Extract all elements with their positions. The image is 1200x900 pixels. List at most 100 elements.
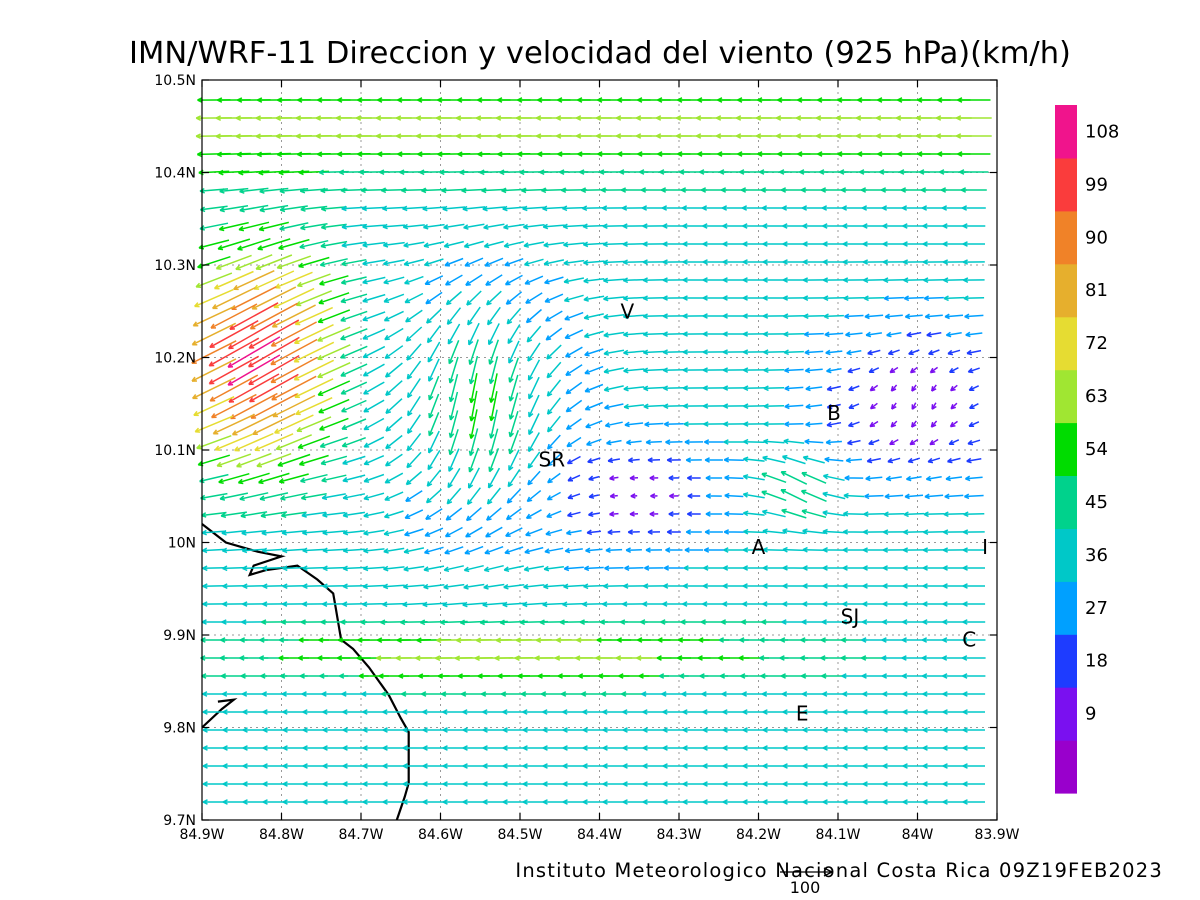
wind-vector-arrow xyxy=(603,583,625,589)
wind-vector-arrow xyxy=(863,511,885,517)
wind-vector-arrow xyxy=(922,241,945,247)
wind-vector-arrow xyxy=(802,259,825,265)
wind-vector-arrow xyxy=(721,691,746,697)
wind-vector-arrow xyxy=(805,385,823,392)
colorbar-label: 54 xyxy=(1085,439,1108,460)
wind-vector-arrow xyxy=(782,583,805,589)
wind-vector-arrow xyxy=(742,241,766,247)
wind-vector-arrow xyxy=(213,270,254,290)
wind-vector-arrow xyxy=(722,583,745,589)
wind-vector-arrow xyxy=(248,354,300,386)
wind-vector-arrow xyxy=(642,295,665,301)
wind-vector-arrow xyxy=(242,727,265,733)
wind-vector-arrow xyxy=(545,528,563,536)
wind-vector-arrow xyxy=(405,326,423,342)
wind-vector-arrow xyxy=(508,449,520,471)
wind-vector-arrow xyxy=(722,313,745,319)
wind-vector-arrow xyxy=(258,221,289,232)
wind-vector-arrow xyxy=(218,169,250,176)
wind-vector-arrow xyxy=(922,547,945,553)
wind-vector-arrow xyxy=(702,745,725,751)
wind-vector-arrow xyxy=(922,673,946,679)
wind-vector-arrow xyxy=(322,763,345,769)
wind-vector-arrow xyxy=(922,259,945,265)
wind-vector-arrow xyxy=(582,745,605,751)
wind-vector-arrow xyxy=(602,745,625,751)
wind-vector-arrow xyxy=(522,709,546,715)
wind-vector-arrow xyxy=(302,781,325,787)
wind-vector-arrow xyxy=(301,511,327,518)
wind-vector-arrow xyxy=(704,529,723,535)
wind-vector-arrow xyxy=(622,601,646,607)
wind-vector-arrow xyxy=(702,583,725,589)
wind-vector-arrow xyxy=(960,187,987,193)
wind-vector-arrow xyxy=(428,412,440,437)
wind-vector-arrow xyxy=(927,457,941,464)
wind-vector-arrow xyxy=(582,763,605,769)
wind-vector-arrow xyxy=(842,781,865,787)
wind-vector-arrow xyxy=(340,293,368,304)
wind-vector-arrow xyxy=(522,745,545,751)
wind-vector-arrow xyxy=(274,414,314,434)
wind-vector-arrow xyxy=(642,709,666,715)
wind-vector-arrow xyxy=(684,547,704,553)
wind-vector-arrow xyxy=(222,781,245,787)
wind-vector-arrow xyxy=(586,529,601,536)
wind-vector-arrow xyxy=(546,434,561,450)
wind-vector-arrow xyxy=(722,709,746,715)
wind-vector-arrow xyxy=(964,313,984,320)
wind-vector-arrow xyxy=(442,601,466,608)
wind-vector-arrow xyxy=(622,727,645,733)
wind-vector-arrow xyxy=(563,565,584,572)
wind-vector-arrow xyxy=(923,295,944,302)
wind-vector-arrow xyxy=(302,583,326,589)
wind-vector-arrow xyxy=(428,375,440,401)
wind-vector-arrow xyxy=(882,799,905,805)
wind-vector-arrow xyxy=(782,745,805,751)
wind-vector-arrow xyxy=(383,293,405,303)
wind-vector-arrow xyxy=(448,391,459,421)
wind-vector-arrow xyxy=(863,529,885,535)
wind-vector-arrow xyxy=(762,601,786,607)
wind-vector-arrow xyxy=(643,403,665,410)
wind-vector-arrow xyxy=(781,205,806,211)
wind-vector-arrow xyxy=(564,547,583,554)
wind-vector-arrow xyxy=(862,745,885,751)
wind-vector-arrow xyxy=(941,205,966,211)
wind-vector-arrow xyxy=(962,763,985,769)
wind-vector-arrow xyxy=(482,709,506,715)
wind-vector-arrow xyxy=(562,745,585,751)
wind-vector-arrow xyxy=(424,275,444,285)
wind-vector-arrow xyxy=(383,510,404,519)
wind-vector-arrow xyxy=(404,509,424,519)
colorbar-label: 27 xyxy=(1085,598,1108,619)
wind-vector-arrow xyxy=(663,583,685,589)
wind-vector-arrow xyxy=(425,291,443,305)
wind-vector-arrow xyxy=(322,745,345,751)
wind-vector-arrow xyxy=(930,384,937,392)
wind-vector-arrow xyxy=(782,727,805,733)
wind-vector-arrow xyxy=(842,223,866,229)
wind-vector-arrow xyxy=(528,394,540,418)
reference-vector: 100 xyxy=(780,867,833,897)
wind-vector-arrow xyxy=(424,258,444,267)
wind-vector-arrow xyxy=(949,420,958,428)
wind-vector-arrow xyxy=(361,205,386,212)
wind-vector-arrow xyxy=(298,454,329,466)
wind-vector-arrow xyxy=(362,328,386,340)
wind-vector-arrow xyxy=(488,373,498,404)
wind-vector-arrow xyxy=(209,320,259,349)
wind-vector-arrow xyxy=(821,205,846,211)
wind-vector-arrow xyxy=(882,565,905,571)
wind-vector-arrow xyxy=(488,428,499,456)
wind-vector-arrow xyxy=(202,799,225,805)
wind-vector-arrow xyxy=(262,727,285,733)
wind-vector-arrow xyxy=(902,799,925,805)
wind-vector-arrow xyxy=(702,277,725,283)
wind-vector-arrow xyxy=(923,511,945,518)
wind-vector-arrow xyxy=(802,799,825,805)
wind-vector-arrow xyxy=(297,435,331,450)
wind-vector-arrow xyxy=(564,346,583,358)
wind-vector-arrow xyxy=(862,241,885,247)
wind-vector-arrow xyxy=(222,763,245,769)
